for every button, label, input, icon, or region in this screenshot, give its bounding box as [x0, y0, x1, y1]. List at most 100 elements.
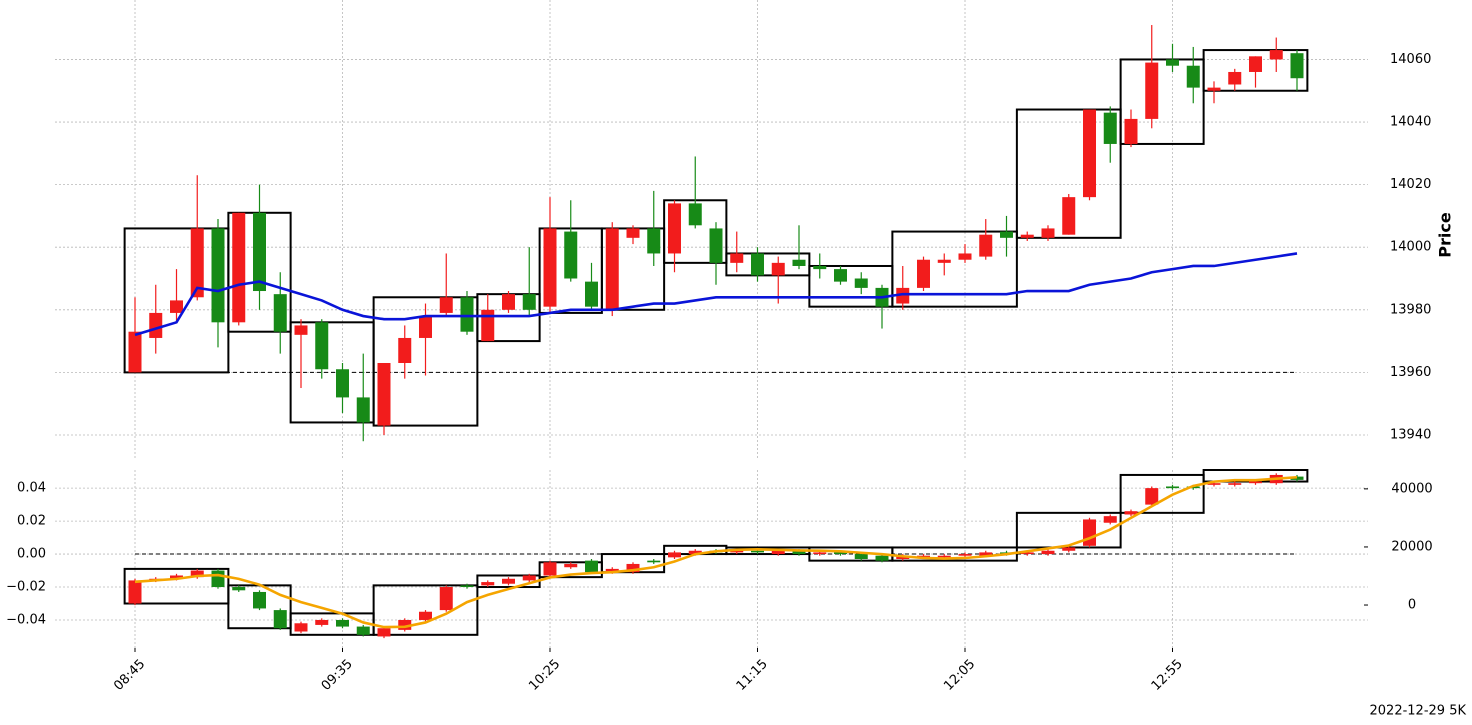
candle-body — [315, 322, 329, 370]
candle-body — [854, 554, 868, 559]
candle-body — [792, 550, 806, 555]
candle-body — [668, 203, 681, 254]
candle-body — [1103, 112, 1117, 144]
candle-body — [1124, 511, 1138, 515]
candle-body — [1145, 488, 1159, 505]
candle-body — [1020, 552, 1034, 555]
candle-body — [626, 563, 640, 573]
candle-body — [543, 228, 557, 307]
candle-body — [668, 552, 681, 558]
candle-body — [190, 570, 204, 578]
y-tick-label: −0.02 — [6, 580, 46, 595]
y-tick-label: 13960 — [1390, 365, 1431, 380]
candle-body — [730, 550, 744, 553]
candle-body — [647, 560, 661, 563]
range-box — [1202, 49, 1309, 92]
candle-body — [522, 575, 536, 581]
candle-body — [377, 362, 391, 426]
y-tick-label: 0.04 — [17, 481, 46, 496]
candle-body — [647, 228, 661, 254]
candle-body — [170, 575, 183, 579]
candle-body — [834, 552, 847, 555]
candle-body — [128, 580, 142, 604]
range-box — [372, 584, 479, 636]
candle-body — [377, 628, 391, 637]
candle-body — [896, 287, 910, 304]
candle-body — [1000, 231, 1013, 238]
candle-body — [481, 309, 495, 342]
candle-body — [336, 619, 349, 627]
candle-body — [917, 259, 930, 288]
candle-body — [1145, 62, 1159, 119]
candle-body — [688, 550, 702, 555]
candle-body — [979, 234, 993, 257]
candle-body — [1228, 483, 1242, 485]
candle-body — [792, 259, 806, 266]
candle-body — [564, 563, 578, 568]
candle-body — [1228, 71, 1242, 85]
y-tick-label: 14060 — [1390, 52, 1431, 67]
candle-body — [419, 316, 432, 338]
line-series — [134, 252, 1298, 337]
y-axis-title: Price — [1436, 212, 1455, 258]
candle-body — [605, 568, 619, 573]
candle-body — [875, 555, 889, 561]
candle-body — [751, 550, 764, 553]
candle-body — [1062, 197, 1076, 235]
y2-tick-label: 40000 — [1391, 481, 1432, 496]
footer-annotation: 2022-12-29 5K — [1370, 704, 1467, 719]
y-tick-label: 13980 — [1390, 302, 1431, 317]
candle-body — [917, 555, 930, 558]
candle-body — [1186, 65, 1200, 88]
candle-body — [398, 619, 412, 630]
x-tick-label: 12:55 — [1149, 657, 1186, 694]
candle-body — [273, 610, 287, 629]
candle-body — [419, 611, 432, 620]
candle-body — [958, 253, 972, 260]
candle-body — [1041, 228, 1055, 238]
candle-body — [709, 228, 723, 263]
x-tick-label: 09:35 — [319, 657, 356, 694]
candle-body — [460, 585, 474, 588]
candle-body — [564, 231, 578, 279]
candle-body — [190, 228, 204, 298]
candle-body — [813, 265, 827, 270]
candle-body — [605, 228, 619, 310]
y-tick-label: 14020 — [1390, 177, 1431, 192]
candle-body — [1124, 118, 1138, 144]
candle-body — [1249, 481, 1262, 484]
candle-body — [211, 570, 225, 588]
candle-body — [937, 555, 951, 558]
range-box — [725, 252, 811, 277]
candle-body — [585, 281, 598, 307]
candle-body — [771, 550, 785, 555]
candle-body — [937, 259, 951, 263]
candle-body — [1166, 59, 1179, 66]
candle-body — [1249, 56, 1262, 72]
candle-body — [1166, 486, 1179, 489]
candle-body — [1062, 547, 1076, 551]
candle-body — [730, 253, 744, 263]
candle-body — [211, 228, 225, 323]
y-tick-label: 14040 — [1390, 115, 1431, 130]
candle-body — [771, 262, 785, 276]
candle-body — [522, 294, 536, 310]
candle-body — [813, 552, 827, 555]
candle-body — [273, 294, 287, 332]
candle-body — [585, 560, 598, 573]
y-tick-label: 0.02 — [17, 514, 46, 529]
y2-tick-label: 20000 — [1391, 539, 1432, 554]
y-tick-label: 13940 — [1390, 427, 1431, 442]
candle-body — [439, 297, 453, 313]
candle-body — [294, 325, 308, 335]
x-tick-label: 08:45 — [111, 657, 148, 694]
candle-body — [1083, 519, 1096, 546]
candle-body — [336, 369, 349, 398]
candle-body — [502, 578, 515, 584]
range-box — [1015, 108, 1122, 239]
y-tick-label: −0.04 — [6, 612, 46, 627]
candle-body — [253, 212, 266, 292]
candle-body — [543, 562, 557, 576]
candle-body — [439, 587, 453, 611]
